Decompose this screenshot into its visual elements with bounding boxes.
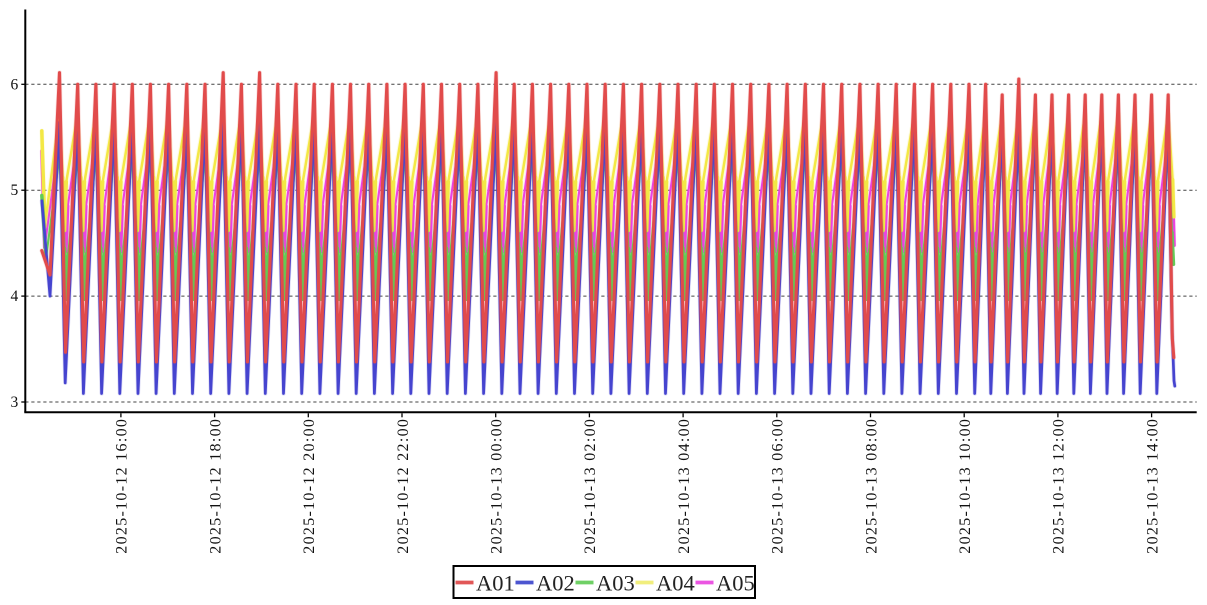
svg-text:2025-10-12 18:00: 2025-10-12 18:00 bbox=[207, 418, 224, 554]
svg-text:A03: A03 bbox=[596, 570, 635, 595]
svg-text:A04: A04 bbox=[656, 570, 695, 595]
svg-text:2025-10-13 08:00: 2025-10-13 08:00 bbox=[863, 418, 880, 554]
svg-text:2025-10-12 20:00: 2025-10-12 20:00 bbox=[301, 418, 318, 554]
svg-text:A01: A01 bbox=[476, 570, 515, 595]
svg-text:A02: A02 bbox=[536, 570, 575, 595]
svg-text:3: 3 bbox=[11, 394, 19, 411]
svg-text:2025-10-13 10:00: 2025-10-13 10:00 bbox=[957, 418, 974, 554]
svg-text:A05: A05 bbox=[716, 570, 755, 595]
svg-text:2025-10-13 00:00: 2025-10-13 00:00 bbox=[489, 418, 506, 554]
svg-text:2025-10-13 06:00: 2025-10-13 06:00 bbox=[770, 418, 787, 554]
svg-text:5: 5 bbox=[11, 182, 19, 199]
svg-text:6: 6 bbox=[11, 76, 19, 93]
svg-text:2025-10-13 02:00: 2025-10-13 02:00 bbox=[582, 418, 599, 554]
svg-text:2025-10-12 22:00: 2025-10-12 22:00 bbox=[395, 418, 412, 554]
svg-text:2025-10-13 04:00: 2025-10-13 04:00 bbox=[676, 418, 693, 554]
svg-text:2025-10-13 12:00: 2025-10-13 12:00 bbox=[1051, 418, 1068, 554]
svg-text:2025-10-12 16:00: 2025-10-12 16:00 bbox=[114, 418, 131, 554]
svg-text:4: 4 bbox=[11, 288, 19, 305]
svg-text:2025-10-13 14:00: 2025-10-13 14:00 bbox=[1144, 418, 1161, 554]
